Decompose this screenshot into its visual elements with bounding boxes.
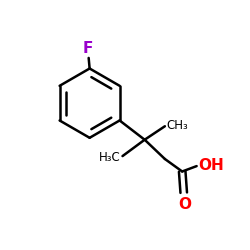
- Text: F: F: [82, 41, 93, 56]
- Text: O: O: [178, 197, 191, 212]
- Text: CH₃: CH₃: [167, 119, 188, 132]
- Text: OH: OH: [198, 158, 224, 173]
- Text: H₃C: H₃C: [99, 150, 121, 164]
